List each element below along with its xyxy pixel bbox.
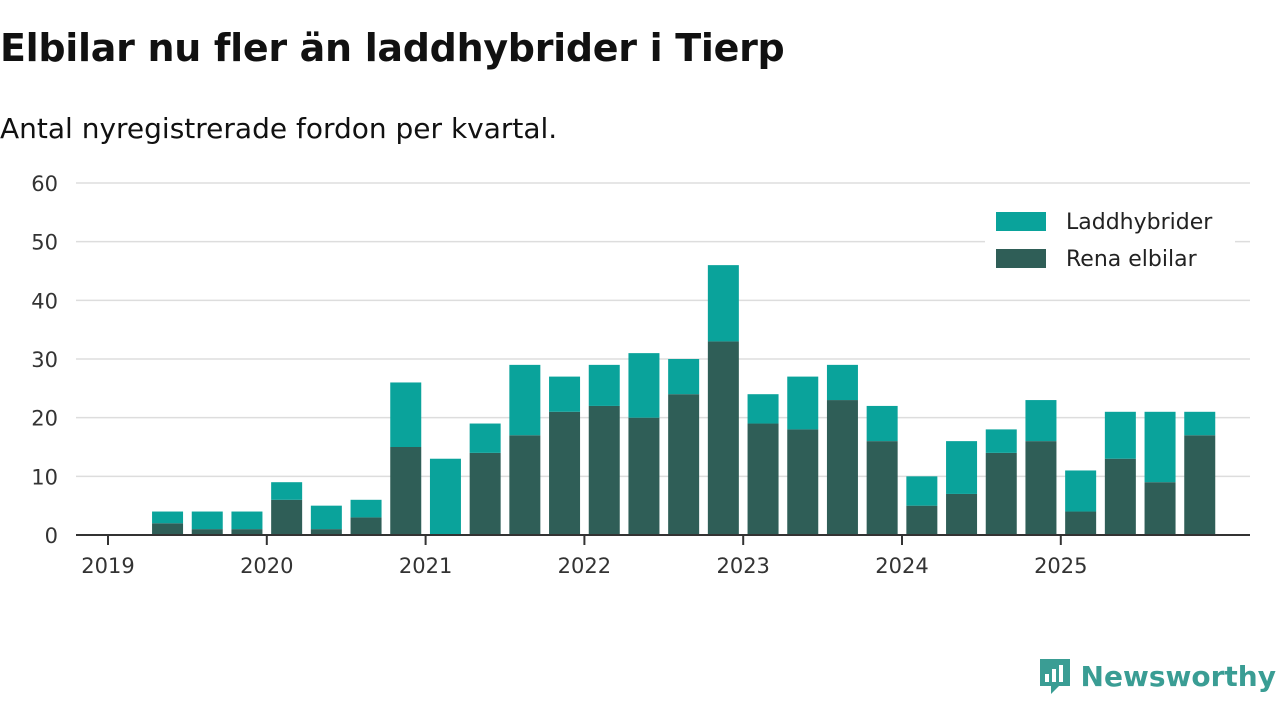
x-tick-label: 2021 — [399, 554, 452, 578]
bar-rena-elbilar — [1104, 458, 1136, 535]
y-tick-label: 0 — [45, 524, 58, 548]
bar-rena-elbilar — [191, 529, 223, 535]
bar-rena-elbilar — [1065, 511, 1097, 535]
bar-rena-elbilar — [985, 452, 1017, 535]
bar-rena-elbilar — [588, 405, 620, 535]
bar-series — [152, 265, 1216, 535]
chart-title: Elbilar nu fler än laddhybrider i Tierp — [0, 26, 785, 70]
bar-laddhybrider — [549, 376, 581, 412]
bar-laddhybrider — [310, 505, 342, 530]
bar-rena-elbilar — [152, 523, 184, 535]
bar-laddhybrider — [668, 359, 700, 395]
bar-laddhybrider — [1104, 411, 1136, 459]
bar-rena-elbilar — [866, 441, 898, 535]
y-tick-label: 30 — [31, 348, 58, 372]
bar-laddhybrider — [1144, 411, 1176, 483]
bar-laddhybrider — [271, 482, 303, 500]
bar-laddhybrider — [429, 458, 461, 535]
bar-laddhybrider — [826, 364, 858, 401]
bar-rena-elbilar — [1144, 482, 1176, 535]
bar-laddhybrider — [152, 511, 184, 524]
newsworthy-logo-text: Newsworthy — [1080, 659, 1276, 693]
bar-laddhybrider — [628, 353, 660, 418]
bar-rena-elbilar — [390, 447, 422, 535]
bar-laddhybrider — [985, 429, 1017, 453]
x-tick-label: 2025 — [1034, 554, 1087, 578]
x-tick-label: 2019 — [81, 554, 134, 578]
bar-laddhybrider — [1184, 411, 1216, 436]
bar-laddhybrider — [707, 265, 739, 342]
bar-rena-elbilar — [271, 499, 303, 535]
legend-label-laddhybrider: Laddhybrider — [1066, 210, 1213, 235]
bar-rena-elbilar — [826, 400, 858, 535]
bar-rena-elbilar — [310, 529, 342, 535]
legend-label-rena-elbilar: Rena elbilar — [1066, 247, 1198, 272]
legend: Laddhybrider Rena elbilar — [985, 200, 1235, 282]
bar-laddhybrider — [390, 382, 422, 447]
y-tick-label: 60 — [31, 172, 58, 196]
bar-laddhybrider — [231, 511, 263, 530]
bar-rena-elbilar — [469, 452, 501, 535]
bar-rena-elbilar — [549, 411, 581, 535]
bar-laddhybrider — [469, 423, 501, 453]
bar-laddhybrider — [787, 376, 819, 430]
bar-rena-elbilar — [906, 505, 938, 535]
axes: 2019 2020 2021 2022 2023 2024 2025 — [76, 534, 1250, 578]
bar-rena-elbilar — [668, 394, 700, 535]
bar-rena-elbilar — [628, 417, 660, 535]
x-tick-label: 2024 — [875, 554, 928, 578]
bar-rena-elbilar — [1025, 441, 1057, 535]
bar-rena-elbilar — [747, 423, 779, 535]
y-tick-label: 20 — [31, 407, 58, 431]
legend-swatch-laddhybrider — [996, 212, 1046, 231]
x-tick-label: 2022 — [558, 554, 611, 578]
bar-laddhybrider — [509, 364, 541, 436]
bar-rena-elbilar — [231, 529, 263, 535]
bar-laddhybrider — [946, 441, 978, 494]
bar-rena-elbilar — [350, 517, 382, 535]
bar-laddhybrider — [588, 364, 620, 406]
x-tick-label: 2023 — [716, 554, 769, 578]
bar-rena-elbilar — [707, 341, 739, 535]
legend-swatch-rena-elbilar — [996, 249, 1046, 268]
bar-laddhybrider — [906, 476, 938, 506]
y-tick-label: 40 — [31, 289, 58, 313]
bar-laddhybrider — [350, 499, 382, 518]
bar-laddhybrider — [191, 511, 223, 530]
bar-laddhybrider — [1065, 470, 1097, 512]
bar-rena-elbilar — [787, 429, 819, 535]
bar-rena-elbilar — [1184, 435, 1216, 535]
bar-rena-elbilar — [509, 435, 541, 535]
bar-laddhybrider — [1025, 400, 1057, 442]
newsworthy-logo-icon — [1039, 659, 1070, 694]
bar-rena-elbilar — [946, 493, 978, 535]
y-tick-label: 10 — [31, 465, 58, 489]
chart-subtitle: Antal nyregistrerade fordon per kvartal. — [0, 112, 558, 145]
x-tick-label: 2020 — [240, 554, 293, 578]
newsworthy-logo: Newsworthy — [1037, 656, 1276, 696]
bar-laddhybrider — [747, 394, 779, 424]
bar-laddhybrider — [866, 405, 898, 442]
y-tick-label: 50 — [31, 231, 58, 255]
